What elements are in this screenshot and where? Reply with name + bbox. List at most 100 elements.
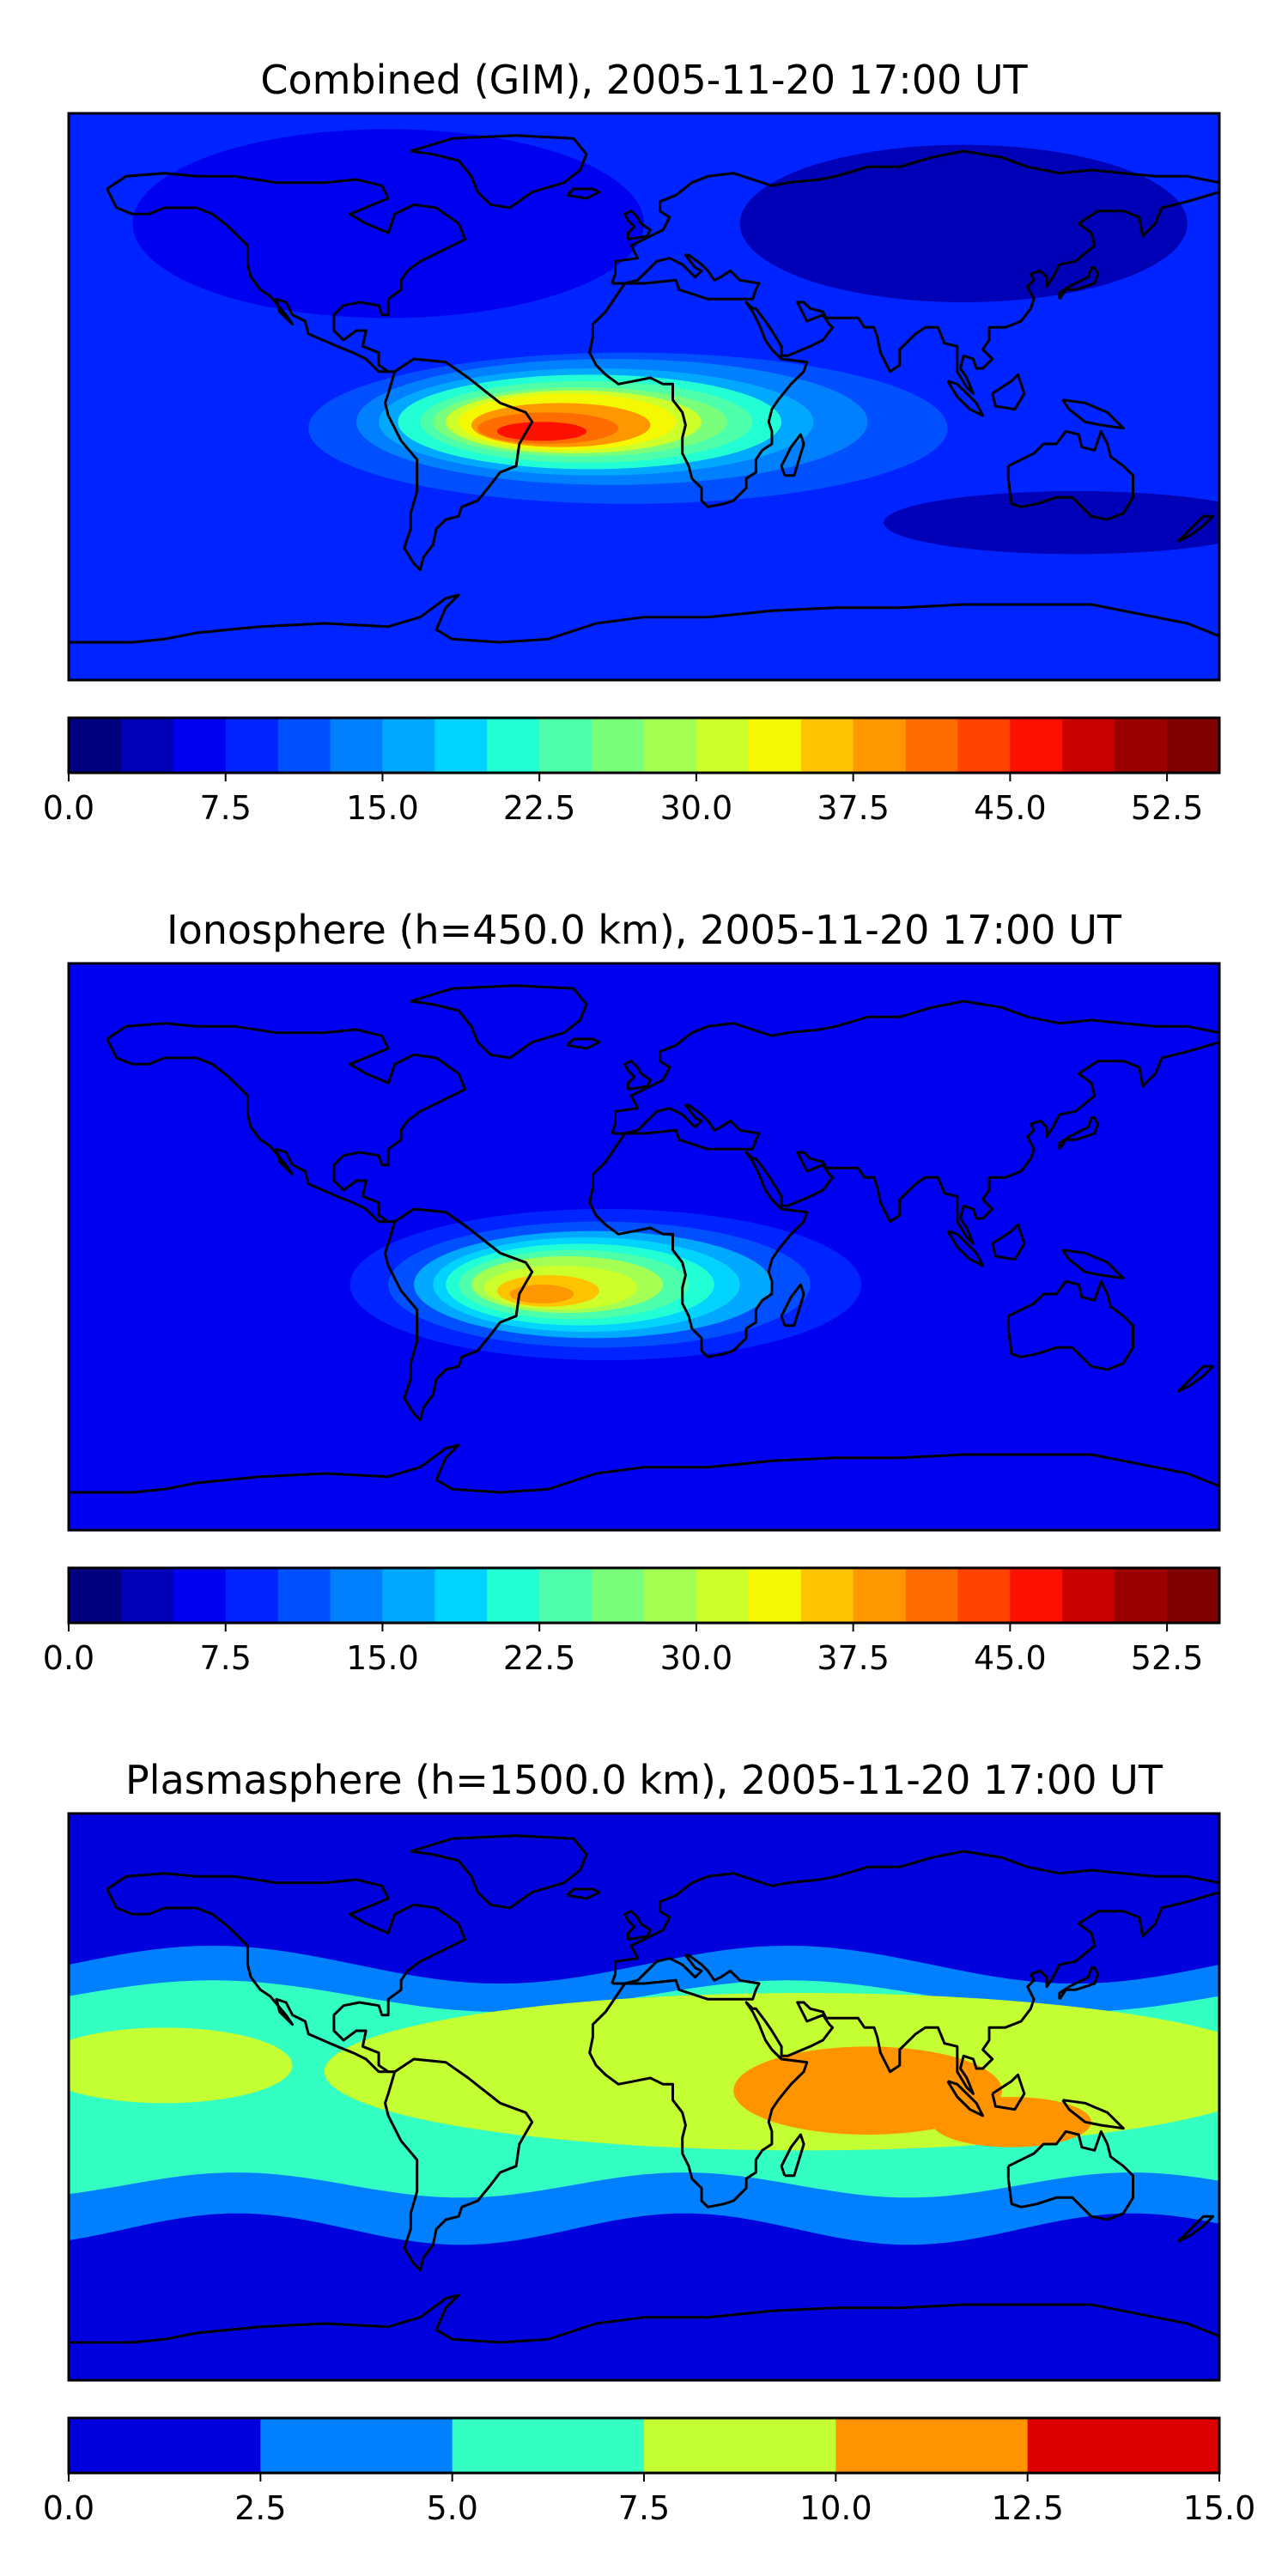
colorbar-segment [382,1568,435,1623]
colorbar-segment [173,1568,227,1623]
tec-contour-region [733,2046,1002,2136]
coastline-australia [1006,2129,1134,2221]
colorbar-tick-label: 45.0 [974,789,1047,827]
colorbar-segment [592,1568,645,1623]
colorbar-segment [1062,718,1115,773]
tec-contour-region [69,2027,293,2104]
map-frame [67,962,1221,1532]
colorbar-segment [120,718,174,773]
colorbar-tick-label: 37.5 [817,789,890,827]
map-frame [67,1812,1221,2382]
colorbar-segment [173,718,227,773]
colorbar-segment [120,1568,174,1623]
colorbar-tick-label: 52.5 [1131,789,1204,827]
coastline-eurasia-africa [588,999,1219,1358]
colorbar-tick-label: 37.5 [817,1639,890,1677]
panel-1-title: Combined (GIM), 2005-11-20 17:00 UT [260,57,1028,103]
coastline-australia [1006,429,1134,521]
colorbar-segment [853,718,907,773]
map-frame [67,112,1221,682]
coastline-iceland [566,1887,601,1900]
colorbar-tick-label: 22.5 [503,1639,576,1677]
coastline-great-britain [623,210,652,241]
colorbar-segment [1010,718,1063,773]
colorbar-segment [748,718,802,773]
colorbar-segment [487,718,540,773]
colorbar-segment [1167,1568,1220,1623]
colorbar-tick-label: 0.0 [43,2489,94,2527]
tec-contour-region [132,129,644,319]
colorbar-tick-label: 30.0 [660,789,733,827]
coastline-iceland [566,1037,601,1050]
coastline-north-america [106,1872,467,2074]
coastline-antarctica [69,593,1219,644]
colorbar-tick-label: 22.5 [503,789,576,827]
colorbar-segment [69,1568,122,1623]
tec-contour-region [884,491,1219,555]
colorbar-tick-label: 30.0 [660,1639,733,1677]
colorbar-3: 0.0 2.5 5.0 7.5 10.0 12.5 15.0 [43,2416,1256,2527]
coastline-iceland [566,187,601,200]
coastline-south-america [384,2057,534,2272]
colorbar-segment [1027,2418,1220,2473]
map-panel-3: 0.0 2.5 5.0 7.5 10.0 12.5 15.0 [43,1812,1256,2527]
coastline-eurasia-africa [588,1850,1219,2208]
colorbar-segment [487,1568,540,1623]
coastline-greenland [410,984,588,1060]
coastline-eurasia-africa [588,149,1219,508]
tec-contour-region [739,144,1188,302]
map-panel-2: 0.0 7.5 15.0 22.5 30.0 37.5 45.0 52.5 [43,962,1221,1677]
coastline-borneo [991,373,1026,411]
colorbar-segment [225,718,279,773]
colorbar-frame [67,716,1221,775]
colorbar-segment [330,1568,384,1623]
colorbar-segment [1167,718,1220,773]
colorbar-tick-label: 15.0 [1183,2489,1256,2527]
coastline-japan [1058,266,1100,301]
coastline-antarctica [69,1443,1219,1494]
colorbar-tick-label: 15.0 [346,789,419,827]
coastline-sumatra [946,1230,985,1267]
colorbar-segment [1062,1568,1115,1623]
coastline-borneo [991,1223,1026,1261]
map-panel-1: 0.0 7.5 15.0 22.5 30.0 37.5 45.0 52.5 [43,112,1221,827]
colorbar-segment [748,1568,802,1623]
coastline-madagascar [780,433,805,477]
coastline-japan [1058,1966,1100,2001]
tec-contour-region [496,422,587,441]
tec-field [69,1814,1219,2380]
coastline-new-guinea [1061,1249,1125,1280]
coastline-new-zealand [1176,514,1215,544]
colorbar-frame [67,1566,1221,1625]
tec-contour-region [932,2097,1092,2148]
colorbar-segment [1115,718,1168,773]
colorbar-segment [382,718,435,773]
coastline-south-america [384,1207,534,1422]
coastline-sumatra [946,2080,985,2117]
coastline-south-america [384,357,534,572]
colorbar-segment [434,1568,488,1623]
coastline-north-america [106,1022,467,1224]
colorbar-segment [69,2418,261,2473]
coastline-north-america [106,172,467,374]
coastlines [69,134,1219,644]
colorbar-segment [957,718,1011,773]
coastline-japan [1058,1116,1100,1151]
tec-field [69,113,1219,680]
colorbar-segment [800,718,854,773]
colorbar-segment [644,718,697,773]
colorbar-segment [277,1568,331,1623]
colorbar-segment [277,718,331,773]
colorbar-segment [539,1568,592,1623]
colorbar-segment [853,1568,907,1623]
colorbar-segment [539,718,592,773]
coastline-madagascar [780,1283,805,1327]
colorbar-tick-label: 7.5 [200,1639,252,1677]
coastlines [69,984,1219,1494]
coastline-madagascar [780,2133,805,2178]
colorbar-tick-label: 7.5 [618,2489,670,2527]
colorbar-tick-label: 45.0 [974,1639,1047,1677]
colorbar-tick-label: 10.0 [799,2489,872,2527]
colorbar-segment [905,718,959,773]
